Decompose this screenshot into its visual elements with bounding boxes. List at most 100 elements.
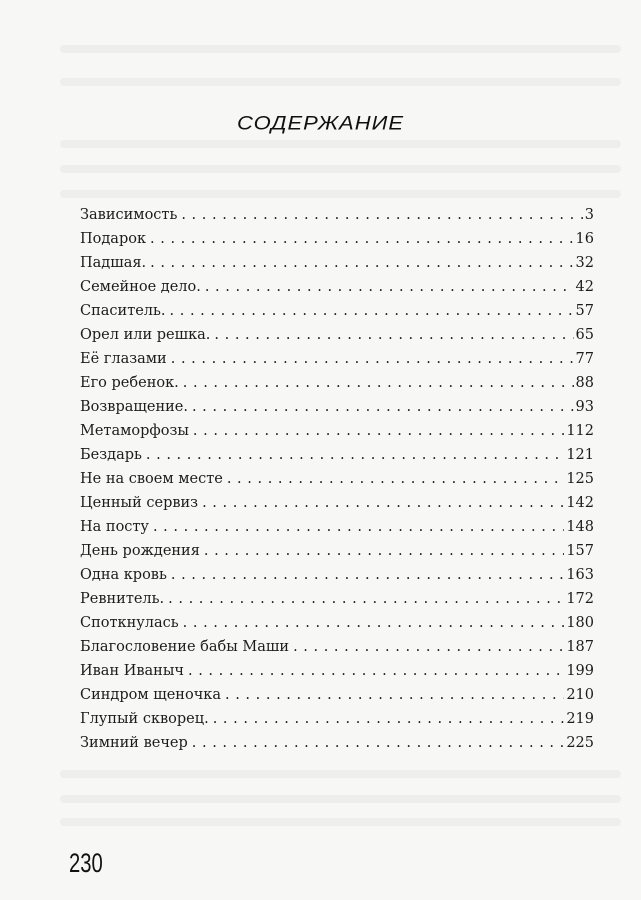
- dot-leader: [146, 443, 564, 467]
- entry-title: Возвращение.: [80, 399, 188, 415]
- toc-entry: Синдром щеночка 210: [80, 683, 594, 707]
- entry-title: Орел или решка.: [80, 327, 211, 343]
- table-of-contents: Зависимость 3 Подарок 16 Падшая. 32 Семейное д…: [80, 203, 594, 755]
- entry-page: 148: [566, 519, 594, 535]
- bleed-line: [60, 770, 621, 778]
- entry-title: Одна кровь: [80, 567, 167, 583]
- entry-title: Благословение бабы Маши: [80, 639, 290, 655]
- dot-leader: [171, 563, 564, 587]
- dot-leader: [227, 467, 564, 491]
- entry-page: 225: [566, 735, 594, 751]
- entry-page: 93: [575, 399, 594, 415]
- toc-entry: На посту 148: [80, 515, 594, 539]
- bleed-line: [60, 140, 621, 148]
- toc-entry: Метаморфозы 112: [80, 419, 594, 443]
- dot-leader: [213, 707, 565, 731]
- entry-page: 210: [566, 687, 594, 703]
- dot-leader: [293, 635, 564, 659]
- toc-entry: Подарок 16: [80, 227, 594, 251]
- toc-entry: Зависимость 3: [80, 203, 594, 227]
- entry-title: Зависимость: [80, 207, 178, 223]
- entry-title: На посту: [80, 519, 149, 535]
- toc-entry: Ценный сервиз 142: [80, 491, 594, 515]
- entry-title: Метаморфозы: [80, 423, 189, 439]
- entry-page: 16: [575, 231, 594, 247]
- dot-leader: [170, 299, 574, 323]
- dot-leader: [202, 491, 564, 515]
- dot-leader: [183, 611, 565, 635]
- entry-title: День рождения: [80, 543, 200, 559]
- toc-entry: Бездарь 121: [80, 443, 594, 467]
- entry-title: Ревнитель.: [80, 591, 165, 607]
- bleed-line: [60, 818, 621, 826]
- page-number: 230: [69, 848, 103, 878]
- dot-leader: [150, 227, 574, 251]
- toc-entry: Благословение бабы Маши 187: [80, 635, 594, 659]
- bleed-line: [60, 190, 621, 198]
- entry-title: Подарок: [80, 231, 147, 247]
- entry-title: Падшая.: [80, 255, 147, 271]
- entry-page: 121: [566, 447, 594, 463]
- entry-page: 142: [566, 495, 594, 511]
- page-title: СОДЕРЖАНИЕ: [236, 111, 405, 134]
- dot-leader: [171, 347, 574, 371]
- entry-title: Семейное дело.: [80, 279, 201, 295]
- entry-page: 219: [566, 711, 594, 727]
- toc-entry: Спаситель. 57: [80, 299, 594, 323]
- entry-page: 42: [575, 279, 594, 295]
- dot-leader: [225, 683, 564, 707]
- entry-page: 199: [566, 663, 594, 679]
- entry-title: Иван Иваныч: [80, 663, 184, 679]
- bleed-line: [60, 45, 621, 53]
- entry-title: Её глазами: [80, 351, 167, 367]
- entry-page: 172: [566, 591, 594, 607]
- entry-page: 187: [566, 639, 594, 655]
- dot-leader: [193, 419, 564, 443]
- entry-title: Синдром щеночка: [80, 687, 221, 703]
- toc-entry: Орел или решка. 65: [80, 323, 594, 347]
- dot-leader: [214, 323, 573, 347]
- bleed-line: [60, 795, 621, 803]
- entry-page: 77: [575, 351, 594, 367]
- entry-page: 112: [566, 423, 594, 439]
- toc-entry: Его ребенок. 88: [80, 371, 594, 395]
- dot-leader: [150, 251, 573, 275]
- toc-entry: Глупый скворец. 219: [80, 707, 594, 731]
- toc-entry: Не на своем месте 125: [80, 467, 594, 491]
- entry-title: Споткнулась: [80, 615, 179, 631]
- toc-entry: Иван Иваныч 199: [80, 659, 594, 683]
- dot-leader: [183, 371, 574, 395]
- dot-leader: [192, 395, 574, 419]
- dot-leader: [205, 275, 574, 299]
- entry-page: 3: [584, 207, 594, 223]
- entry-title: Его ребенок.: [80, 375, 179, 391]
- toc-entry: Споткнулась 180: [80, 611, 594, 635]
- toc-entry: Падшая. 32: [80, 251, 594, 275]
- toc-entry: Возвращение. 93: [80, 395, 594, 419]
- dot-leader: [204, 539, 564, 563]
- toc-entry: Семейное дело. 42: [80, 275, 594, 299]
- entry-page: 88: [575, 375, 594, 391]
- bleed-line: [60, 165, 621, 173]
- dot-leader: [181, 203, 582, 227]
- entry-page: 32: [575, 255, 594, 271]
- dot-leader: [168, 587, 564, 611]
- entry-title: Спаситель.: [80, 303, 166, 319]
- entry-page: 65: [575, 327, 594, 343]
- toc-entry: Ревнитель. 172: [80, 587, 594, 611]
- entry-title: Глупый скворец.: [80, 711, 209, 727]
- entry-page: 157: [566, 543, 594, 559]
- toc-entry: Одна кровь 163: [80, 563, 594, 587]
- entry-title: Ценный сервиз: [80, 495, 199, 511]
- entry-page: 180: [566, 615, 594, 631]
- entry-title: Бездарь: [80, 447, 142, 463]
- entry-page: 57: [575, 303, 594, 319]
- toc-entry: Её глазами 77: [80, 347, 594, 371]
- entry-title: Зимний вечер: [80, 735, 188, 751]
- toc-entry: День рождения 157: [80, 539, 594, 563]
- entry-title: Не на своем месте: [80, 471, 223, 487]
- dot-leader: [153, 515, 564, 539]
- dot-leader: [192, 731, 565, 755]
- bleed-line: [60, 78, 621, 86]
- entry-page: 163: [566, 567, 594, 583]
